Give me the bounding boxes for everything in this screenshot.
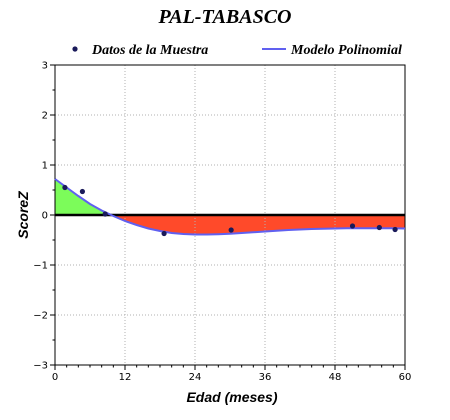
positive-fill-area xyxy=(55,179,112,215)
x-tick-label: 0 xyxy=(52,372,58,383)
y-tick-label: −2 xyxy=(33,311,48,322)
legend-label-sample: Datos de la Muestra xyxy=(91,43,208,58)
negative-fill-area xyxy=(111,215,405,235)
legend-label-model: Modelo Polinomial xyxy=(290,43,402,58)
y-tick-label: 2 xyxy=(42,111,48,122)
sample-point xyxy=(376,224,382,231)
y-tick-label: 0 xyxy=(42,211,48,222)
chart-title: PAL-TABASCO xyxy=(158,6,292,28)
x-tick-label: 48 xyxy=(329,372,342,383)
sample-point xyxy=(349,223,356,229)
sample-point xyxy=(392,226,398,233)
sample-point xyxy=(62,184,68,191)
sample-point xyxy=(161,230,167,237)
legend-marker-sample xyxy=(72,46,78,52)
x-axis-label: Edad (meses) xyxy=(186,389,277,405)
model-line xyxy=(54,178,406,236)
x-tick-label: 36 xyxy=(259,372,272,383)
sample-point xyxy=(102,211,108,217)
sample-point xyxy=(79,188,86,195)
y-tick-label: −1 xyxy=(33,261,48,272)
y-axis-label: ScoreZ xyxy=(15,191,31,239)
y-tick-label: −3 xyxy=(33,361,48,372)
sample-point xyxy=(228,227,234,233)
plot-series xyxy=(54,178,406,237)
x-tick-label: 12 xyxy=(119,372,132,383)
x-tick-label: 24 xyxy=(189,372,202,383)
x-tick-label: 60 xyxy=(399,372,412,383)
y-tick-label: 3 xyxy=(42,61,48,72)
y-tick-label: 1 xyxy=(42,161,48,172)
legend: Datos de la Muestra Modelo Polinomial xyxy=(72,43,402,58)
